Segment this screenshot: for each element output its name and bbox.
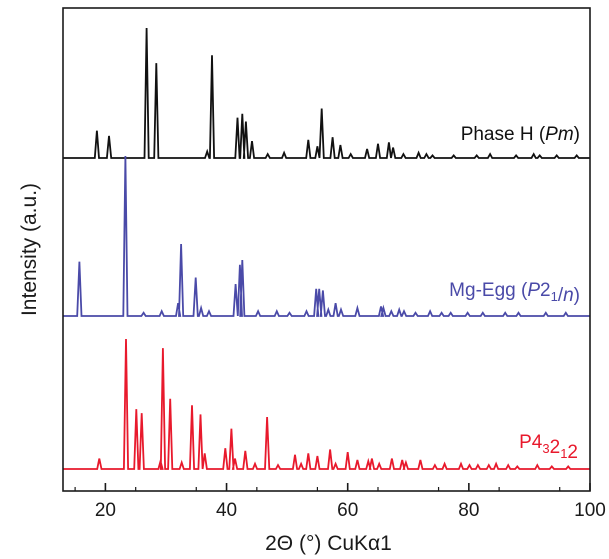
- series-label-phase-h-pm: Phase H (Pm): [461, 124, 580, 145]
- x-tick-label: 80: [458, 500, 479, 521]
- x-tick-label: 60: [337, 500, 358, 521]
- x-tick-label: 40: [216, 500, 237, 521]
- series-labels: Phase H (Pm) Mg-Egg (P21/n) P43212: [449, 124, 580, 463]
- x-axis-title: 2Θ (°) CuKα1: [265, 532, 392, 555]
- series-line-p43212: [63, 338, 590, 470]
- series-line-mg-egg-p21-n: [63, 155, 590, 317]
- plot-frame: [62, 7, 591, 492]
- y-axis-title: Intensity (a.u.): [18, 183, 41, 316]
- series-label-p43212: P43212: [519, 432, 578, 463]
- plot-area: [63, 27, 590, 470]
- x-tick-label: 100: [574, 500, 606, 521]
- series-label-mg-egg-p21-n: Mg-Egg (P21/n): [449, 280, 580, 306]
- x-tick-label: 20: [95, 500, 116, 521]
- x-axis: 20 40 60 80 100: [74, 483, 606, 521]
- series-line-phase-h-pm: [63, 27, 590, 159]
